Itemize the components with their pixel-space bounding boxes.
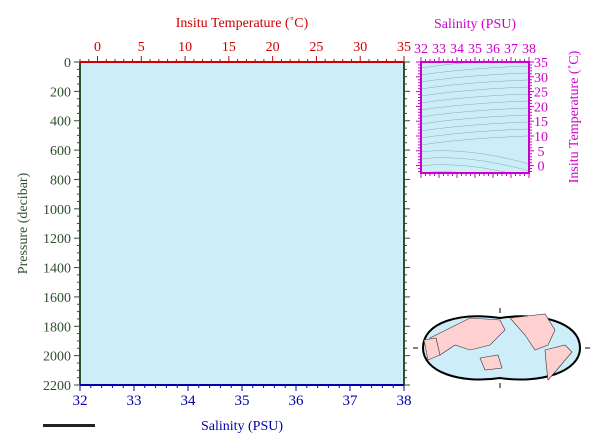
- isopycnal-line: [421, 65, 529, 76]
- x-bottom-tick-label: 35: [235, 393, 250, 409]
- isopycnal-line: [421, 193, 529, 206]
- x-top-tick-label: 30: [353, 40, 367, 55]
- isopycnal-line: [421, 128, 529, 139]
- isopycnal-line: [421, 214, 529, 227]
- x-top-tick-label: 15: [222, 40, 236, 55]
- x-top-tick-label: 10: [178, 40, 192, 55]
- land-north-america: [509, 313, 556, 351]
- isopycnal-line: [421, 164, 511, 173]
- ts-right-axis-label: Insitu Temperature (˚C): [567, 50, 582, 183]
- y-tick-label: 600: [50, 144, 71, 159]
- ts-y-tick-label: 15: [534, 115, 548, 130]
- ts-x-tick-label: 34: [450, 42, 464, 57]
- ts-x-tick-label: 35: [468, 42, 482, 57]
- isopycnal-line: [421, 62, 479, 69]
- ts-top-axis-label: Salinity (PSU): [434, 17, 516, 32]
- x-bottom-tick-label: 32: [73, 393, 88, 409]
- isopycnal-line: [421, 150, 529, 165]
- y-tick-label: 800: [50, 173, 71, 188]
- y-tick-label: 200: [50, 85, 71, 100]
- y-tick-label: 0: [64, 56, 71, 71]
- y-tick-label: 2000: [43, 350, 71, 365]
- isopycnal-line: [421, 207, 529, 220]
- ts-y-tick-label: 20: [534, 100, 548, 115]
- isopycnal-line: [421, 79, 529, 90]
- ts-x-tick-label: 36: [486, 42, 500, 57]
- isopycnal-line: [421, 200, 529, 213]
- ts-y-tick-label: 10: [534, 130, 548, 145]
- x-bottom-tick-label: 34: [181, 393, 197, 409]
- x-top-tick-label: 5: [138, 40, 145, 55]
- isopycnal-line: [421, 100, 529, 111]
- ts-y-tick-label: 0: [538, 160, 545, 175]
- y-tick-label: 1400: [43, 262, 71, 277]
- ts-x-tick-label: 37: [504, 42, 518, 57]
- x-bottom-tick-label: 36: [289, 393, 305, 409]
- land-australia: [479, 354, 503, 371]
- ts-x-tick-label: 33: [432, 42, 446, 57]
- top-axis-label: Insitu Temperature (˚C): [176, 16, 309, 31]
- ts-y-tick-label: 30: [534, 71, 548, 86]
- ts-y-tick-label: 25: [534, 86, 548, 101]
- x-top-tick-label: 20: [266, 40, 280, 55]
- y-tick-label: 1000: [43, 203, 71, 218]
- isopycnal-line: [421, 157, 529, 172]
- isopycnal-line: [421, 114, 529, 125]
- isopycnal-line: [421, 107, 529, 118]
- y-axis-label: Pressure (decibar): [16, 172, 31, 274]
- isopycnal-line: [421, 135, 529, 146]
- ts-x-tick-label: 32: [414, 42, 428, 57]
- y-tick-label: 400: [50, 115, 71, 130]
- footer-logo: [43, 424, 95, 427]
- y-tick-label: 2200: [43, 379, 71, 394]
- density-contours: [421, 62, 529, 227]
- isopycnal-line: [421, 86, 529, 97]
- x-top-tick-label: 0: [94, 40, 101, 55]
- x-bottom-tick-label: 37: [343, 393, 359, 409]
- isopycnal-line: [421, 72, 529, 83]
- main-plot-area: [80, 62, 404, 385]
- bottom-axis-label: Salinity (PSU): [201, 419, 283, 434]
- isopycnal-line: [421, 171, 470, 173]
- isopycnal-line: [421, 121, 529, 132]
- y-tick-label: 1200: [43, 232, 71, 247]
- land-south-america: [544, 344, 573, 381]
- x-bottom-tick-label: 38: [397, 393, 412, 409]
- world-map: [413, 308, 590, 388]
- land-africa: [423, 337, 441, 361]
- x-bottom-tick-label: 33: [127, 393, 142, 409]
- ts-x-tick-label: 38: [522, 42, 536, 57]
- isopycnal-line: [421, 179, 529, 192]
- y-tick-label: 1600: [43, 291, 71, 306]
- ts-y-tick-label: 5: [538, 145, 545, 160]
- isopycnal-line: [421, 186, 529, 199]
- x-top-tick-label: 35: [397, 40, 411, 55]
- isopycnal-line: [421, 93, 529, 104]
- ts-y-tick-label: 35: [534, 56, 548, 71]
- y-tick-label: 1800: [43, 320, 71, 335]
- x-top-tick-label: 25: [309, 40, 323, 55]
- ts-plot-area: [421, 62, 529, 173]
